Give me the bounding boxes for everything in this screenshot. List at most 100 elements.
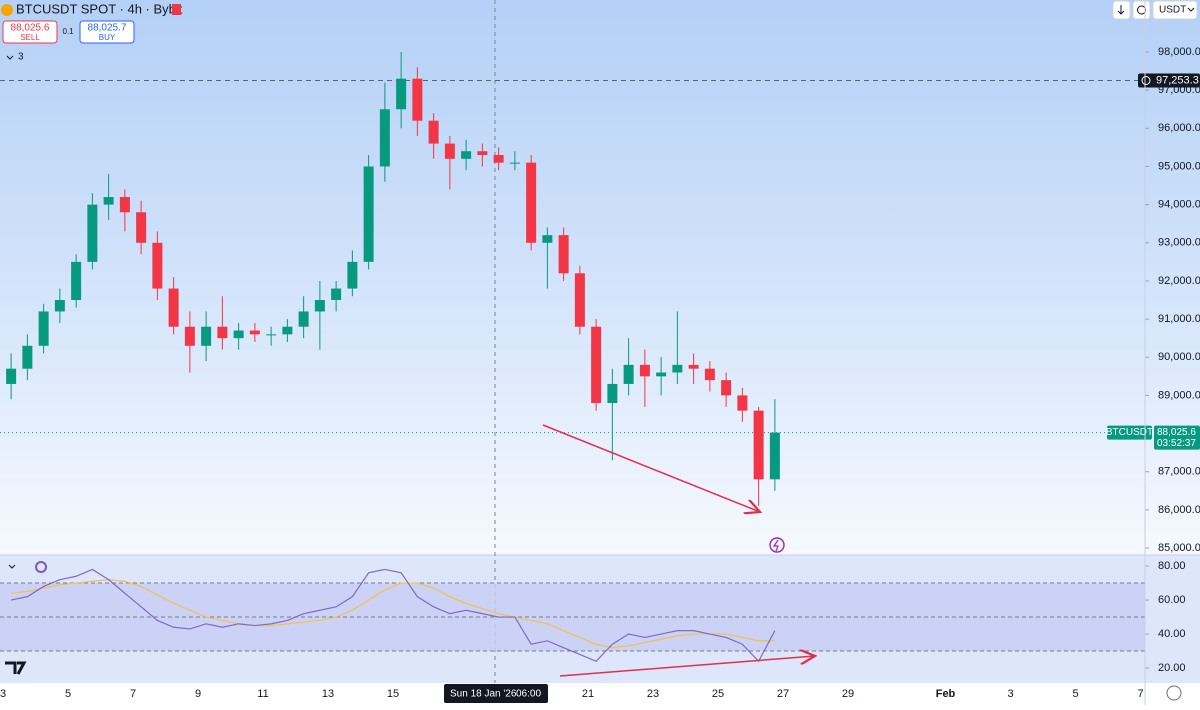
x-tick-label: 25 [712,688,724,700]
x-tick-label: 29 [842,688,854,700]
candle-body [396,78,407,110]
candle-body [282,326,293,335]
rsi-trend-line [559,656,815,677]
alert-icon[interactable] [769,537,785,553]
candle-body [347,261,358,289]
y-tick-label: 80.00 [1158,560,1186,572]
rsi-collapse-icon [8,564,16,569]
x-tick-label: 7 [1137,688,1143,700]
candle-body [6,368,17,384]
candle-body [526,162,537,243]
crosshair-date: Sun 18 Jan '26 [450,689,517,700]
candle-body [737,395,748,411]
candle-body [71,261,82,301]
candle-body [688,364,699,369]
candle-body [331,288,342,301]
sell-price: 88,025.6 [11,23,50,34]
high-tag [1138,73,1200,88]
candle-body [314,300,325,312]
candle-body [591,326,602,404]
buy-button[interactable] [79,20,135,44]
y-tick-label: 91,000.0 [1158,313,1200,325]
candle-body [168,288,179,327]
candle-body [493,155,504,163]
main-pane [0,0,1200,555]
x-tick-label: 5 [65,688,71,700]
price-tag [1154,425,1200,450]
high-tag-label: 97,253.3 [1156,74,1199,86]
candle-body [201,326,212,346]
dropdown-icon [1187,7,1195,12]
y-tick-label: 92,000.0 [1158,275,1200,287]
x-tick-label: 7 [130,688,136,700]
rsi-settings-icon [35,561,47,573]
candle-body [38,311,49,346]
y-tick-label: 60.00 [1158,594,1186,606]
candle-body [607,383,618,404]
spread: 0.1 [62,27,74,36]
x-tick-label: Feb [936,688,956,700]
sell-label: SELL [20,33,40,42]
trend-line [542,424,760,512]
flag-icon[interactable] [172,4,181,15]
x-tick-label: 3 [1007,688,1013,700]
x-tick-label: 23 [647,688,659,700]
candle-body [428,120,439,144]
reload-button[interactable] [1132,0,1151,20]
tv-logo [5,661,27,675]
candle-body [103,196,114,205]
candle-body [639,364,650,377]
candle-body [217,326,228,339]
price-tag-label: 88,025.6 [1157,427,1196,438]
y-tick-label: 94,000.0 [1158,199,1200,211]
crosshair-tag [444,684,548,703]
currency-dropdown[interactable] [1152,0,1198,20]
y-tick-label: 86,000.0 [1158,504,1200,516]
candle-body [412,78,423,121]
candle-body [704,368,715,381]
high-tag-icon [1141,75,1151,85]
y-tick-label: 98,000.0 [1158,46,1200,58]
y-tick-label: 93,000.0 [1158,237,1200,249]
sell-button[interactable] [2,20,58,44]
x-tick-label: 9 [195,688,201,700]
y-tick-label: 40.00 [1158,628,1186,640]
candle-body [444,143,455,159]
y-tick-label: 87,000.0 [1158,466,1200,478]
plot: 98,000.097,000.096,000.095,000.094,000.0… [0,46,1200,674]
candle-body [509,162,520,164]
candle-body [656,372,667,377]
candle-body [184,326,195,346]
candle-body [87,204,98,262]
candle-body [542,235,553,243]
download-icon [1117,5,1125,15]
candle-body [119,196,130,213]
symbol-tag-label: BTCUSDT [1106,427,1153,438]
candle-body [249,330,260,335]
candle-body [22,345,33,369]
candle-body [672,364,683,373]
buy-price: 88,025.7 [88,23,127,34]
x-tick-label: 21 [582,688,594,700]
x-tick-label: 3 [0,688,6,700]
symbol-title: BTCUSDT SPOT · 4h · Bybit [16,1,183,16]
settings-button[interactable] [1166,685,1182,701]
y-tick-label: 96,000.0 [1158,122,1200,134]
collapse-icon[interactable] [6,55,14,60]
y-tick-label: 95,000.0 [1158,160,1200,172]
candle-body [574,273,585,327]
indicators-count: 3 [18,52,24,63]
candle-body [461,151,472,159]
candle-body [266,334,277,336]
candle-body [477,151,488,156]
candle-body [721,380,732,396]
x-tick-label: 11 [257,688,268,700]
candle-body [753,410,764,480]
x-tick-label: 15 [387,688,399,700]
buy-label: BUY [99,33,116,42]
candle-body [54,300,65,312]
countdown: 03:52:37 [1157,438,1196,449]
candle-body [623,364,634,384]
symbol-tag [1107,425,1152,440]
